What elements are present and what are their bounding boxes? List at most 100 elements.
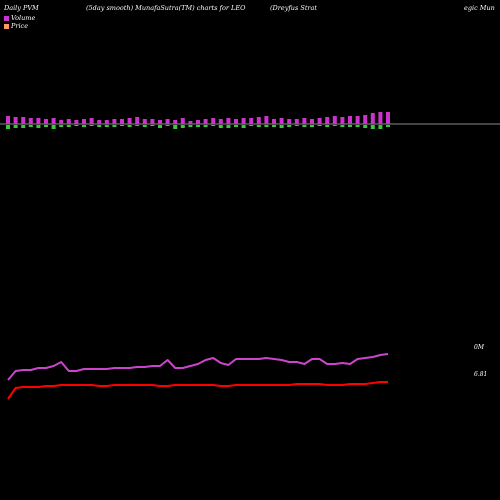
volume-bar-down	[241, 125, 246, 128]
volume-bar-up	[13, 117, 18, 124]
volume-bar-up	[340, 117, 345, 124]
volume-bar-up	[51, 118, 56, 124]
volume-bar-down	[264, 125, 269, 127]
volume-bar-down	[104, 125, 109, 127]
volume-bar-up	[294, 119, 299, 124]
volume-bar-up	[28, 118, 33, 124]
volume-bar-up	[218, 119, 223, 124]
volume-bar-down	[325, 125, 330, 127]
volume-bar-down	[294, 125, 299, 126]
volume-bar-down	[28, 125, 33, 127]
volume-bar-down	[97, 125, 102, 127]
volume-bar-up	[211, 118, 216, 124]
volume-bar-down	[287, 125, 292, 127]
volume-bar-up	[287, 119, 292, 124]
volume-bar-up	[241, 118, 246, 124]
volume-bar-up	[355, 116, 360, 124]
chart-title: (5day smooth) MunafaSutra(TM) charts for…	[86, 4, 246, 12]
volume-bar-up	[348, 116, 352, 124]
volume-bar-down	[203, 125, 208, 127]
volume-bar-down	[44, 125, 48, 127]
volume-bar-up	[135, 117, 140, 124]
volume-bar-up	[59, 120, 64, 124]
price-line	[7, 381, 388, 400]
volume-bar-up	[196, 120, 200, 124]
volume-bar-down	[127, 125, 132, 127]
volume-bar-up	[256, 117, 261, 124]
volume-bar-down	[272, 125, 276, 127]
volume-bar-up	[142, 119, 147, 124]
volume-bar-down	[13, 125, 18, 128]
volume-bar-down	[348, 125, 352, 127]
volume-bar-up	[310, 119, 314, 124]
company-name-part2: egic Mun	[464, 4, 495, 12]
volume-bar-down	[89, 125, 94, 126]
volume-bar-up	[332, 116, 337, 124]
volume-bar-down	[165, 125, 170, 126]
volume-bar-up	[36, 118, 41, 124]
volume-bar-up	[173, 120, 178, 124]
volume-bar-down	[142, 125, 147, 127]
volume-bar-up	[272, 119, 276, 124]
volume-bar-down	[21, 125, 26, 128]
volume-bar-up	[6, 116, 10, 124]
volume-bar-up	[188, 121, 193, 124]
legend-price: Price	[4, 22, 28, 30]
volume-bar-down	[226, 125, 231, 128]
volume-bar-down	[317, 125, 322, 126]
volume-bar-down	[6, 125, 10, 129]
volume-bar-down	[256, 125, 261, 127]
volume-bar-up	[264, 116, 269, 124]
volume-bar-down	[51, 125, 56, 129]
volume-bar-up	[378, 112, 383, 124]
volume-bar-up	[180, 118, 185, 124]
volume-bar-down	[386, 125, 390, 127]
volume-bar-down	[279, 125, 284, 128]
volume-bar-down	[302, 125, 307, 127]
volume-bar-up	[120, 119, 124, 124]
company-name-part1: (Dreyfus Strat	[270, 4, 318, 12]
volume-bar-down	[355, 125, 360, 127]
volume-bars-layer	[6, 112, 390, 129]
volume-bar-down	[120, 125, 124, 126]
volume-bar-up	[74, 120, 79, 124]
legend-volume: Volume	[4, 14, 35, 22]
volume-bar-up	[249, 118, 254, 124]
volume-bar-down	[332, 125, 337, 126]
volume-bar-down	[36, 125, 41, 128]
volume-bar-up	[66, 119, 71, 124]
volume-bar-down	[370, 125, 375, 129]
volume-bar-up	[325, 117, 330, 124]
volume-line	[7, 353, 389, 381]
volume-bar-up	[127, 118, 132, 124]
volume-bar-down	[378, 125, 383, 129]
volume-bar-up	[363, 115, 368, 124]
volume-bar-down	[234, 125, 238, 127]
volume-bar-up	[112, 119, 117, 124]
legend-volume-swatch	[4, 15, 9, 21]
volume-bar-up	[150, 119, 155, 124]
volume-bar-up	[97, 120, 102, 124]
volume-bar-up	[234, 119, 238, 124]
volume-bar-down	[249, 125, 254, 126]
volume-bar-down	[74, 125, 79, 126]
volume-bar-up	[44, 119, 48, 124]
volume-bar-down	[82, 125, 86, 127]
volume-bar-down	[196, 125, 200, 127]
volume-axis-label: 0M	[474, 344, 485, 351]
volume-bar-up	[302, 118, 307, 124]
volume-bar-down	[188, 125, 193, 127]
volume-bar-down	[180, 125, 185, 128]
volume-bar-down	[218, 125, 223, 128]
price-axis-label: 6.81	[474, 371, 487, 378]
lines-layer	[7, 353, 389, 400]
volume-bar-up	[82, 119, 86, 124]
volume-bar-up	[104, 120, 109, 124]
volume-bar-down	[150, 125, 155, 126]
volume-bar-up	[203, 119, 208, 124]
volume-bar-down	[363, 125, 368, 128]
volume-bar-down	[135, 125, 140, 126]
legend-volume-label: Volume	[11, 14, 36, 22]
volume-bar-up	[226, 118, 231, 124]
